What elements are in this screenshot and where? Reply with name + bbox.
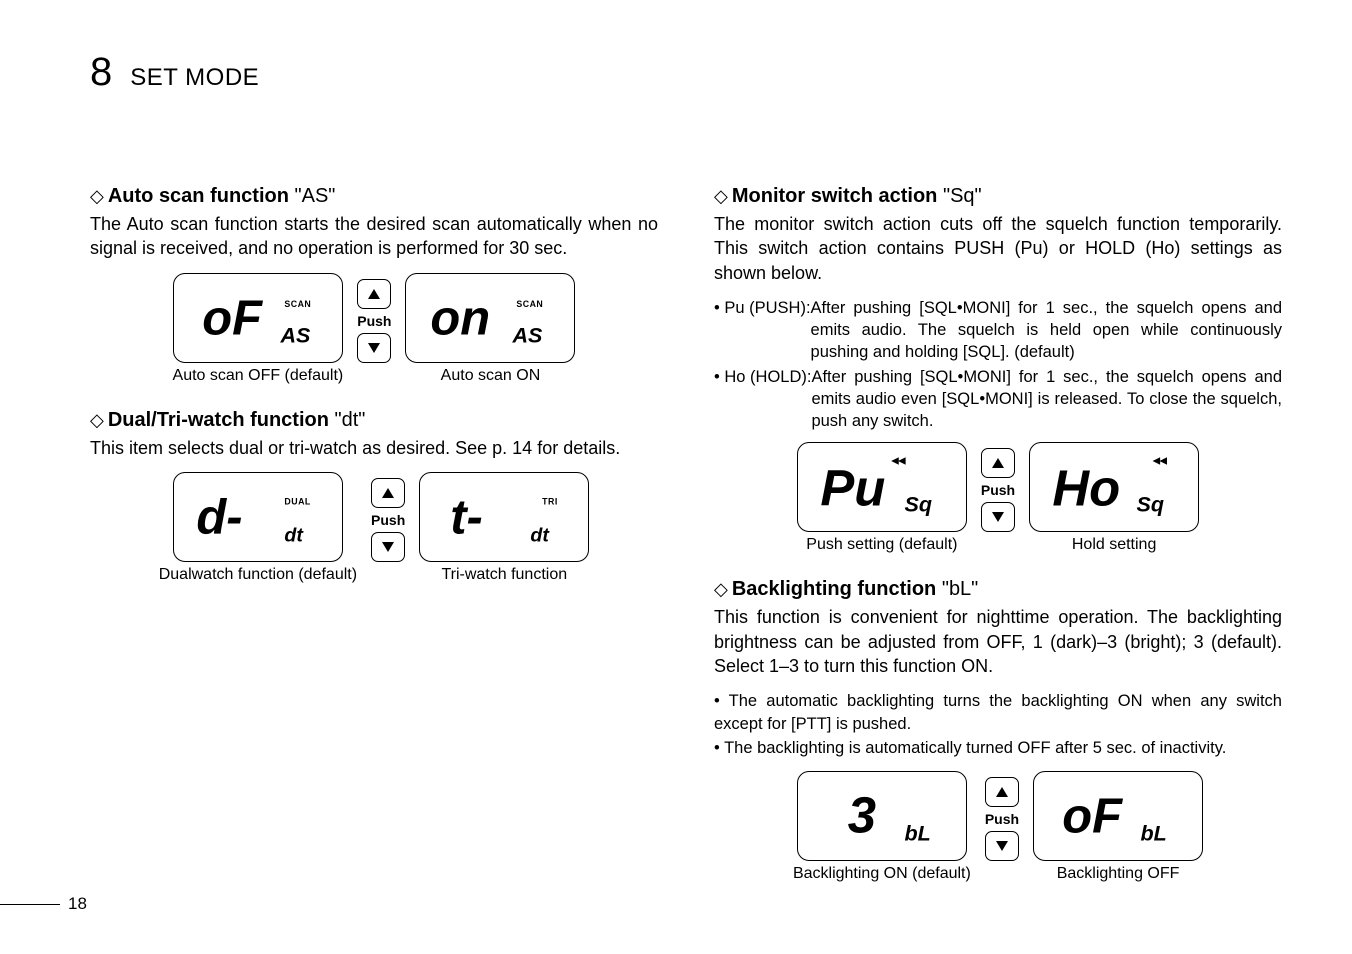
caption-auto-scan-off: Auto scan OFF (default) — [173, 367, 344, 385]
section-heading-backlight: ◇Backlighting function "bL" — [714, 578, 1282, 601]
body-backlight: This function is convenient for nighttim… — [714, 605, 1282, 678]
figure-row-backlight: 3 bL Backlighting ON (default) Push — [714, 771, 1282, 883]
down-button-icon — [357, 333, 391, 363]
svg-text:SCAN: SCAN — [284, 299, 311, 309]
caption-dualwatch: Dualwatch function (default) — [159, 566, 357, 584]
lcd-backlight-on: 3 bL — [797, 771, 967, 861]
lcd-hold-setting: Ho ◂◂ Sq — [1029, 442, 1199, 532]
up-button-icon — [985, 777, 1019, 807]
svg-text:SCAN: SCAN — [517, 299, 544, 309]
caption-push-setting: Push setting (default) — [806, 536, 957, 554]
lcd-dualwatch: d- DUAL dt — [173, 472, 343, 562]
push-label: Push — [981, 482, 1015, 498]
heading-tag: "AS" — [289, 185, 335, 207]
caption-auto-scan-on: Auto scan ON — [441, 367, 541, 385]
lcd-triwatch: t- TRI dt — [419, 472, 589, 562]
left-column: ◇Auto scan function "AS" The Auto scan f… — [90, 185, 658, 907]
lcd-auto-scan-on: on SCAN AS — [405, 273, 575, 363]
section-heading-dual-tri: ◇Dual/Tri-watch function "dt" — [90, 409, 658, 432]
diamond-icon: ◇ — [90, 186, 104, 206]
push-label: Push — [371, 512, 405, 528]
diamond-icon: ◇ — [714, 186, 728, 206]
figure-row-dual-tri: d- DUAL dt Dualwatch function (default) … — [90, 472, 658, 584]
heading-bold: Auto scan function — [108, 185, 289, 207]
caption-backlight-off: Backlighting OFF — [1057, 865, 1180, 883]
heading-tag: "Sq" — [937, 185, 981, 207]
lcd-auto-scan-off: oF SCAN AS — [173, 273, 343, 363]
body-dual-tri: This item selects dual or tri-watch as d… — [90, 436, 658, 460]
section-heading-monitor: ◇Monitor switch action "Sq" — [714, 185, 1282, 208]
svg-text:Sq: Sq — [904, 493, 931, 517]
bullet-backlight-2: • The backlighting is automatically turn… — [714, 737, 1282, 759]
page-number-line — [0, 904, 60, 905]
right-column: ◇Monitor switch action "Sq" The monitor … — [714, 185, 1282, 907]
push-label: Push — [985, 811, 1019, 827]
down-button-icon — [981, 502, 1015, 532]
page-number: 18 — [68, 894, 87, 914]
svg-text:t-: t- — [451, 491, 484, 545]
caption-triwatch: Tri-watch function — [441, 566, 567, 584]
up-button-icon — [981, 448, 1015, 478]
body-monitor: The monitor switch action cuts off the s… — [714, 212, 1282, 285]
svg-text:oF: oF — [1062, 790, 1123, 844]
lcd-push-setting: Pu ◂◂ Sq — [797, 442, 967, 532]
bullet-ho: • Ho (HOLD): After pushing [SQL•MONI] fo… — [714, 366, 1282, 433]
chapter-number: 8 — [90, 50, 112, 95]
heading-bold: Backlighting function — [732, 578, 936, 600]
heading-bold: Monitor switch action — [732, 185, 938, 207]
push-control: Push — [985, 777, 1019, 861]
heading-tag: "bL" — [936, 578, 978, 600]
figure-row-auto-scan: oF SCAN AS Auto scan OFF (default) Push — [90, 273, 658, 385]
diamond-icon: ◇ — [90, 410, 104, 430]
svg-text:3: 3 — [848, 787, 876, 844]
svg-text:◂◂: ◂◂ — [891, 453, 907, 468]
chapter-title: SET MODE — [130, 64, 259, 92]
down-button-icon — [985, 831, 1019, 861]
svg-text:AS: AS — [279, 323, 311, 347]
caption-hold-setting: Hold setting — [1072, 536, 1157, 554]
svg-text:TRI: TRI — [542, 496, 558, 506]
push-control: Push — [371, 478, 405, 562]
body-auto-scan: The Auto scan function starts the desire… — [90, 212, 658, 261]
page-number-bar: 18 — [0, 894, 87, 914]
figure-row-monitor: Pu ◂◂ Sq Push setting (default) Push — [714, 442, 1282, 554]
svg-text:Sq: Sq — [1137, 493, 1164, 517]
heading-bold: Dual/Tri-watch function — [108, 409, 329, 431]
svg-text:bL: bL — [904, 822, 930, 846]
caption-backlight-on: Backlighting ON (default) — [793, 865, 971, 883]
lcd-backlight-off: oF bL — [1033, 771, 1203, 861]
up-button-icon — [357, 279, 391, 309]
up-button-icon — [371, 478, 405, 508]
bullet-backlight-1: • The automatic backlighting turns the b… — [714, 690, 1282, 735]
svg-text:on: on — [431, 291, 491, 345]
push-control: Push — [357, 279, 391, 363]
page-header: 8 SET MODE — [90, 50, 1282, 95]
svg-text:DUAL: DUAL — [284, 496, 311, 506]
svg-text:dt: dt — [531, 524, 551, 546]
svg-text:AS: AS — [512, 323, 544, 347]
push-label: Push — [357, 313, 391, 329]
svg-text:bL: bL — [1141, 822, 1167, 846]
svg-text:dt: dt — [284, 524, 304, 546]
svg-text:Ho: Ho — [1053, 460, 1121, 517]
down-button-icon — [371, 532, 405, 562]
svg-text:Pu: Pu — [820, 460, 885, 517]
heading-tag: "dt" — [329, 409, 365, 431]
bullet-pu: • Pu (PUSH): After pushing [SQL•MONI] fo… — [714, 297, 1282, 364]
diamond-icon: ◇ — [714, 579, 728, 599]
section-heading-auto-scan: ◇Auto scan function "AS" — [90, 185, 658, 208]
svg-text:d-: d- — [196, 491, 242, 545]
svg-text:◂◂: ◂◂ — [1152, 453, 1168, 468]
push-control: Push — [981, 448, 1015, 532]
svg-text:oF: oF — [202, 291, 263, 345]
